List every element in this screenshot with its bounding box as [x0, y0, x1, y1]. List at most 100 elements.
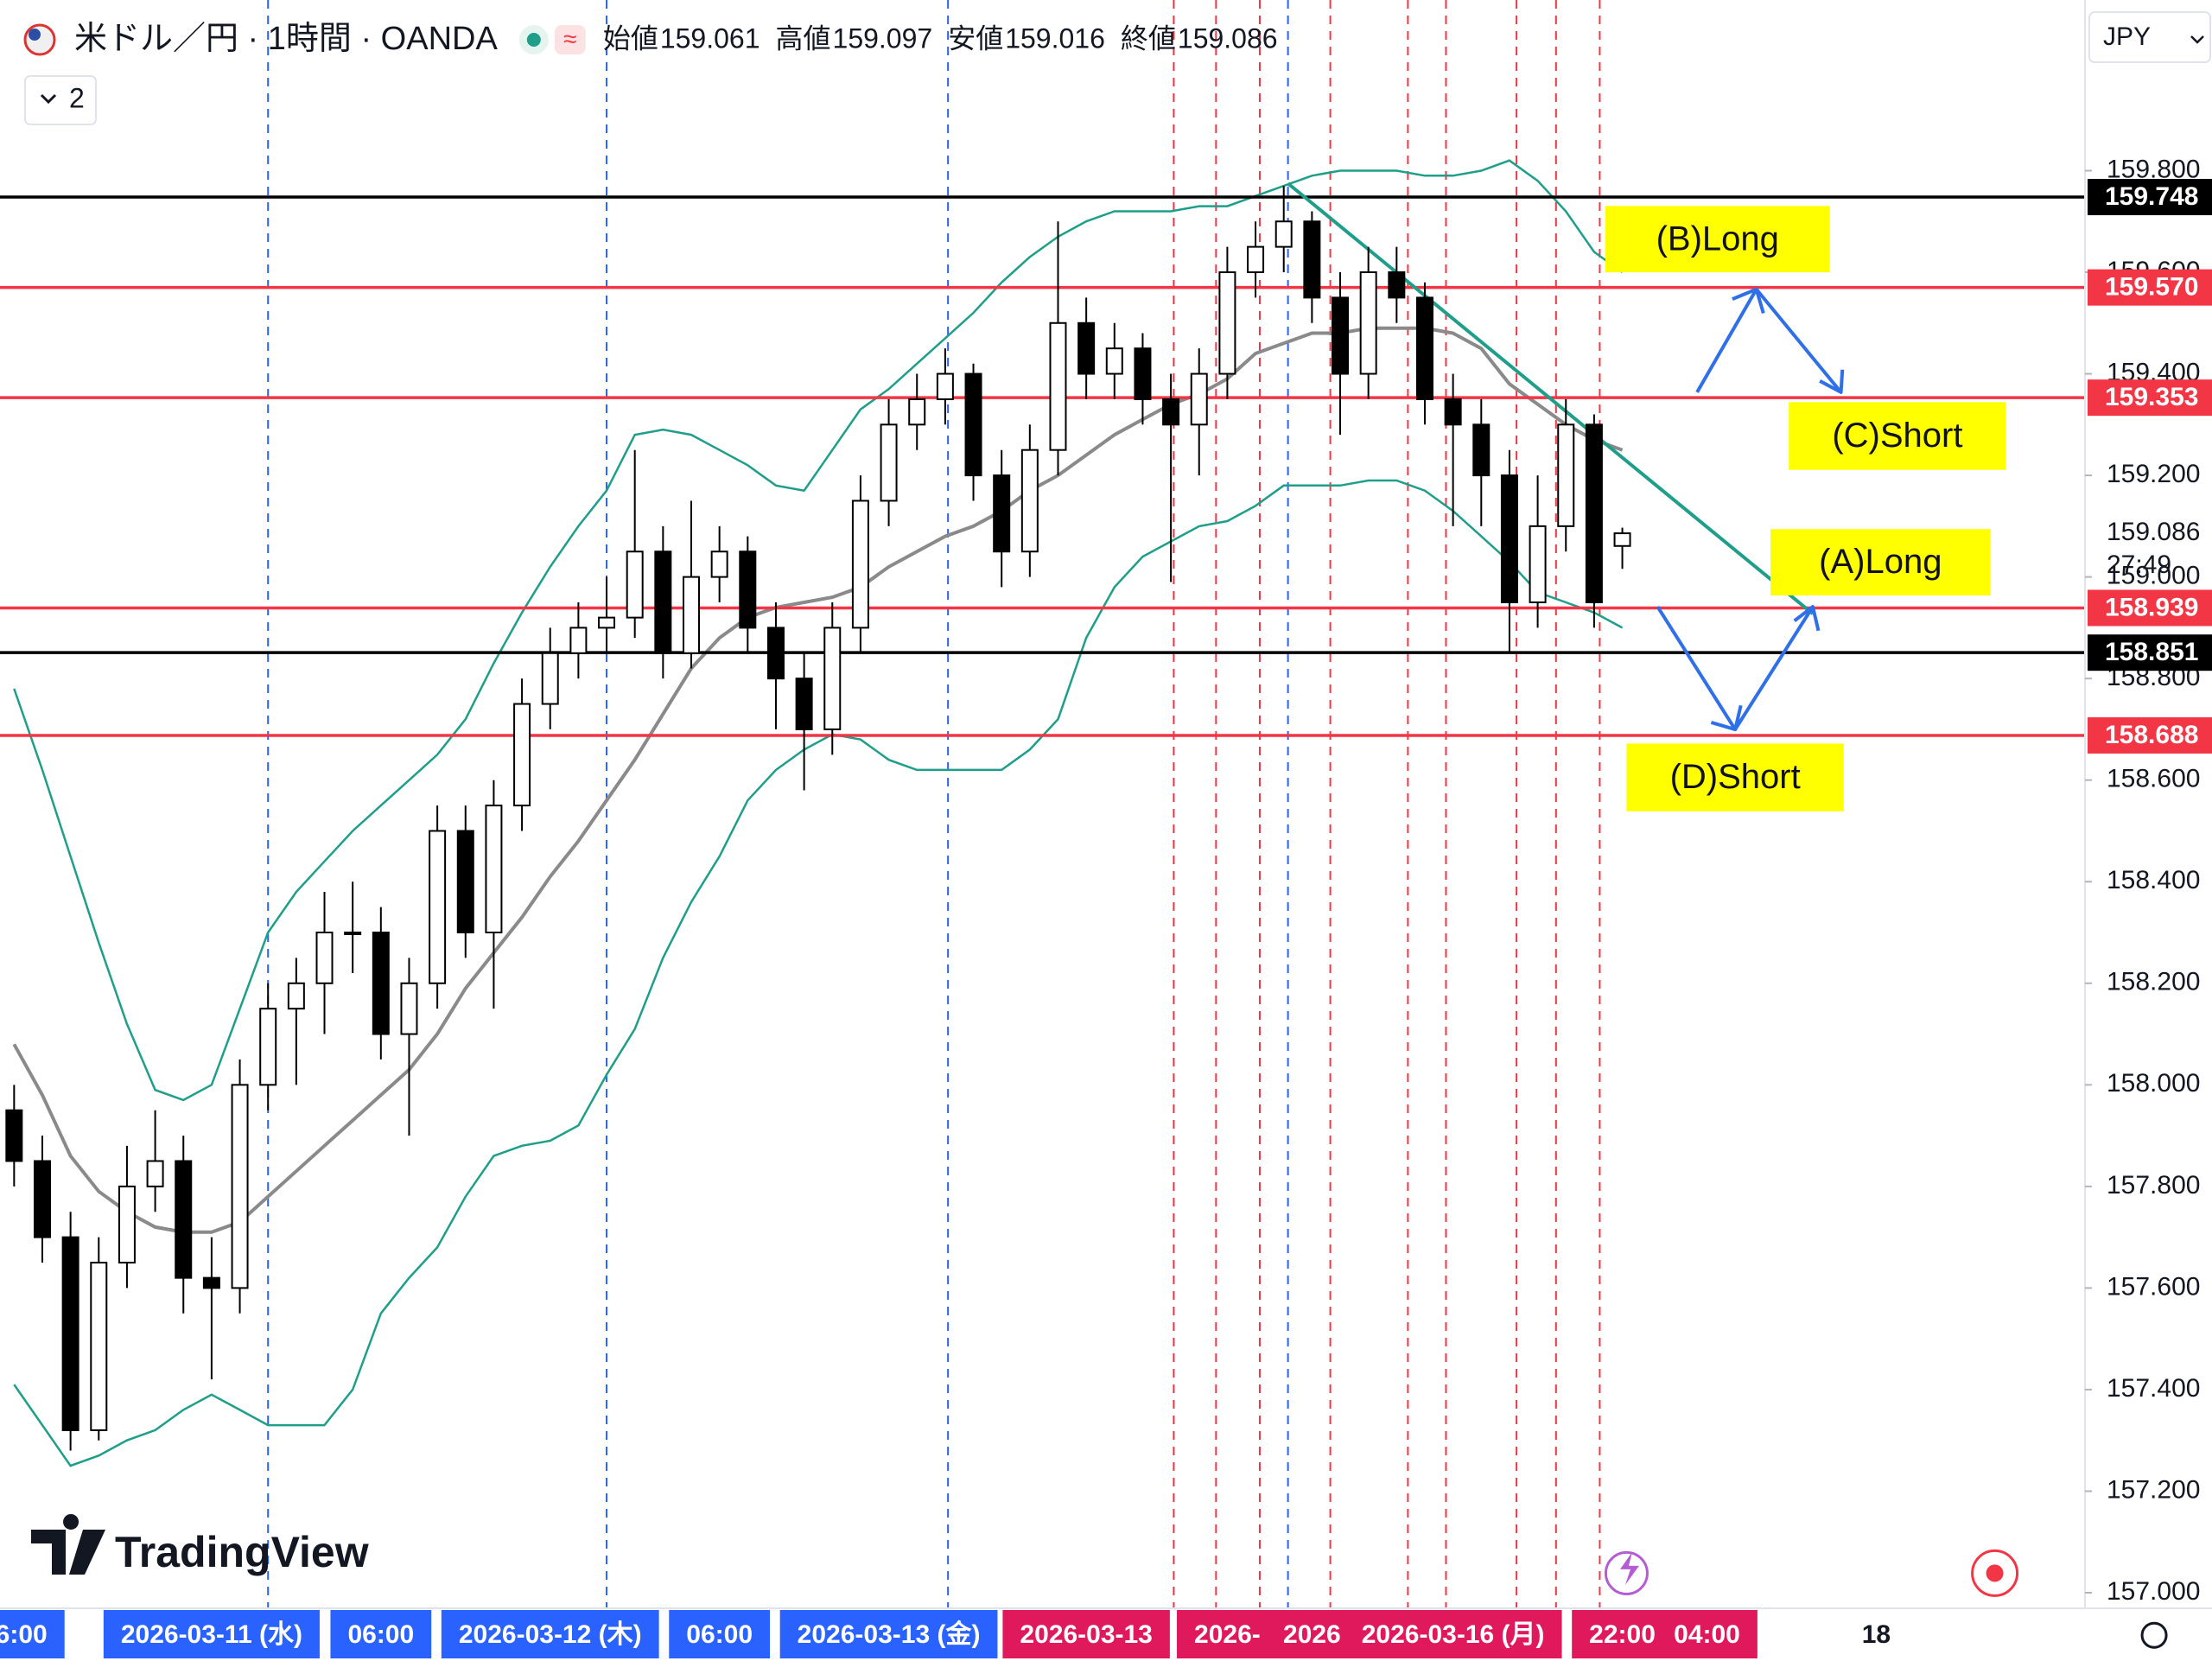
y-tick-label: 159.800 — [2107, 155, 2200, 183]
candle-body — [1274, 220, 1293, 248]
candle-body — [598, 616, 616, 629]
candle-body — [456, 830, 474, 934]
candle-body — [1020, 449, 1039, 553]
level-label-box — [2088, 716, 2212, 754]
candle-body — [1247, 245, 1265, 274]
logo-icon — [31, 1514, 105, 1575]
candle-body — [626, 550, 644, 619]
x-label-box — [1572, 1610, 1673, 1658]
candle-body — [1585, 423, 1603, 604]
x-tick-label: 2026-03-13 — [1020, 1620, 1152, 1649]
settings-icon[interactable] — [2140, 1621, 2168, 1649]
indicator-count: 2 — [69, 82, 85, 113]
icon[interactable] — [1971, 1549, 2019, 1597]
price-axis — [2085, 0, 2212, 1661]
level-label-box — [2088, 589, 2212, 627]
currency: JPY — [2103, 22, 2151, 51]
y-tick-label: 159.000 — [2107, 562, 2200, 590]
candle-body — [1218, 271, 1236, 375]
y-tick-label: 158.400 — [2107, 866, 2200, 894]
candle-body — [823, 627, 842, 730]
candle-body — [259, 1008, 277, 1086]
status-icon: ≈ — [563, 25, 576, 52]
candle-body — [485, 805, 503, 934]
candle-body — [936, 372, 954, 400]
candle-body — [1444, 398, 1462, 426]
candle-body — [1359, 271, 1377, 375]
candle-body — [1303, 220, 1321, 299]
ohlc-label: 終値 — [1121, 22, 1176, 54]
arrow — [1710, 704, 1743, 732]
band — [13, 159, 1624, 1102]
icon[interactable] — [1604, 1550, 1649, 1595]
candle-body — [372, 932, 390, 1035]
ohlc-label: 安値 — [948, 22, 1003, 54]
icon — [1986, 1564, 2004, 1582]
y-tick-label: 157.800 — [2107, 1171, 2200, 1200]
candle-body — [683, 576, 700, 654]
chevron — [2190, 35, 2204, 44]
chevron — [40, 93, 57, 105]
candle-body — [880, 423, 898, 502]
x-tick-label: 18 — [1862, 1620, 1891, 1649]
ohlc-value: 159.016 — [1005, 22, 1105, 54]
candle-body — [315, 932, 334, 984]
candle-body — [1388, 271, 1406, 299]
x-tick-label: 2026-03-12 (木) — [459, 1620, 642, 1649]
x-label-box — [1344, 1610, 1562, 1658]
icon — [1619, 1551, 1639, 1585]
candle-body — [5, 1109, 23, 1162]
y-tick-label: 158.000 — [2107, 1069, 2200, 1098]
candle-body — [287, 982, 305, 1010]
candle-body — [654, 550, 672, 654]
candle-body — [1162, 398, 1180, 426]
candle-body — [61, 1236, 79, 1431]
candle-body — [795, 678, 813, 730]
candle-body — [1134, 347, 1152, 400]
ohlc-label: 高値 — [776, 22, 831, 54]
middle-band — [12, 326, 1624, 1234]
x-label-box — [0, 1610, 65, 1658]
current-price: 159.086 — [2107, 518, 2200, 546]
arrow — [1793, 605, 1821, 632]
status-dot — [526, 33, 541, 47]
level-label-box — [2088, 379, 2212, 417]
candle-body — [851, 500, 869, 629]
annotation: (A)Long — [1819, 543, 1942, 581]
candle-body — [344, 932, 362, 936]
x-label-box — [441, 1610, 659, 1658]
band — [13, 479, 1624, 1467]
currency-box[interactable] — [2088, 11, 2211, 63]
candle-body — [429, 830, 447, 984]
x-tick-label: 2026-03-16 (月) — [1362, 1620, 1545, 1649]
countdown: 27:49 — [2107, 550, 2171, 579]
candle-body — [1472, 423, 1491, 477]
chart-title: 米ドル／円 · 1時間 · OANDA — [74, 21, 498, 57]
x-tick-label: 06:00 — [347, 1620, 414, 1649]
candle-body — [513, 703, 531, 807]
x-tick-label: 04:00 — [1674, 1620, 1740, 1649]
x-tick-label: 2026- — [1194, 1620, 1261, 1649]
ohlc-value: 159.086 — [1178, 22, 1278, 54]
x-label-box — [330, 1610, 432, 1658]
candle-body — [231, 1084, 249, 1289]
level-label: 159.570 — [2105, 273, 2198, 302]
y-tick-label: 159.200 — [2107, 460, 2200, 488]
arrow — [1819, 369, 1845, 394]
annotation: (C)Short — [1832, 417, 1962, 455]
candle-body — [400, 982, 418, 1035]
candle-body — [541, 652, 559, 705]
indicator-toggle[interactable] — [24, 75, 97, 125]
candle-body — [1332, 296, 1350, 375]
x-tick-label: 22:00 — [1589, 1620, 1656, 1649]
y-tick-label: 157.400 — [2107, 1374, 2200, 1403]
x-label-box — [669, 1610, 771, 1658]
level-label: 158.688 — [2105, 721, 2198, 749]
y-tick-label: 158.600 — [2107, 765, 2200, 793]
ohlc-value: 159.097 — [833, 22, 933, 54]
annotation-box — [1789, 402, 2006, 470]
logo-text: TradingView — [115, 1528, 369, 1576]
annotation: (D)Short — [1670, 758, 1801, 796]
x-label-box — [1656, 1610, 1758, 1658]
candle-body — [33, 1160, 51, 1238]
